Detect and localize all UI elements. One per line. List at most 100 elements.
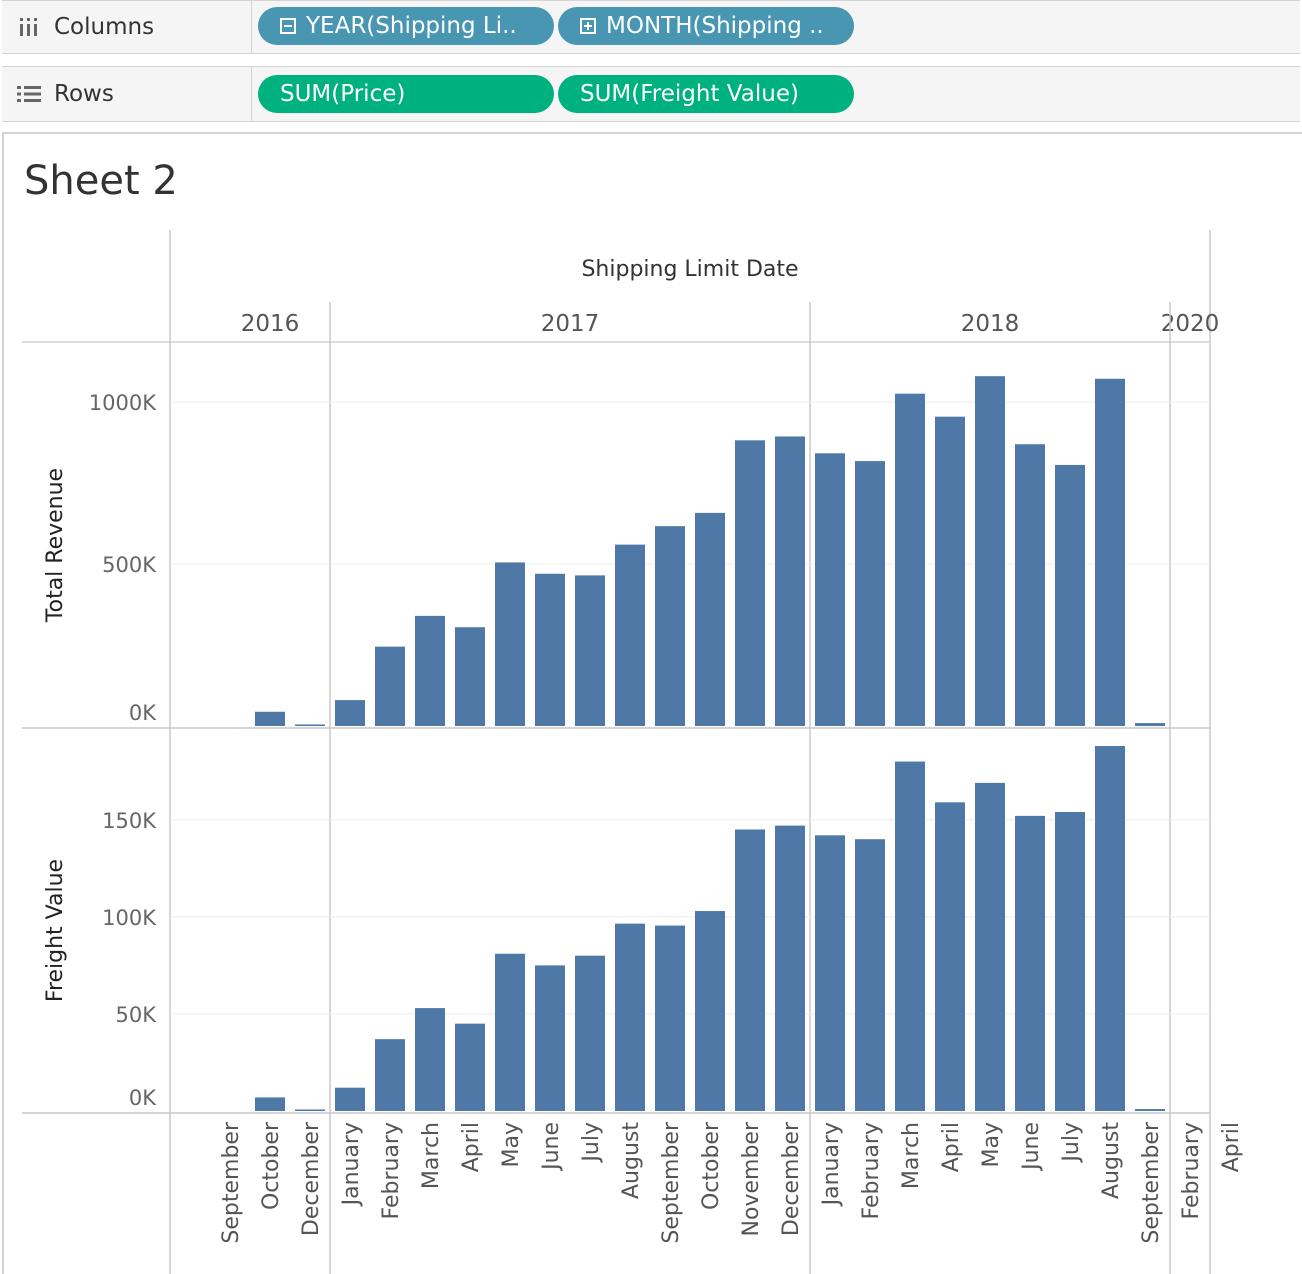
month-label: October: [259, 1121, 284, 1210]
month-shipping-pill-label: MONTH(Shipping ..: [606, 13, 824, 39]
bar-1-4: [375, 1039, 405, 1111]
month-label: February: [379, 1122, 404, 1220]
year-shipping-pill-label: YEAR(Shipping Li..: [306, 13, 517, 39]
month-label: August: [619, 1122, 644, 1199]
month-label: April: [459, 1122, 484, 1172]
sum-price-pill-label: SUM(Price): [280, 81, 406, 107]
bar-0-2: [295, 724, 325, 726]
bar-1-21: [1055, 812, 1085, 1111]
columns-shelf: Columns YEAR(Shipping Li.. MONTH(Shippin…: [2, 0, 1300, 54]
bar-1-13: [735, 829, 765, 1111]
year-label-2018: 2018: [961, 311, 1020, 337]
bar-0-7: [495, 562, 525, 726]
y-tick-label: 500K: [102, 553, 157, 577]
sum-freight-pill-label: SUM(Freight Value): [580, 81, 799, 107]
columns-shelf-label: Columns: [2, 1, 252, 53]
bar-1-7: [495, 953, 525, 1111]
bar-1-22: [1095, 746, 1125, 1111]
bar-0-10: [615, 544, 645, 726]
columns-label: Columns: [54, 14, 155, 40]
y-tick-label: 100K: [102, 906, 157, 930]
bar-0-23: [1135, 723, 1165, 726]
month-label: July: [579, 1122, 604, 1164]
month-label: February: [859, 1122, 884, 1220]
bar-1-8: [535, 965, 565, 1111]
worksheet: [2, 132, 1302, 1274]
bar-1-6: [455, 1023, 485, 1111]
month-shipping-pill[interactable]: MONTH(Shipping ..: [558, 7, 854, 45]
sheet-title: Sheet 2: [24, 158, 178, 204]
month-label: September: [1139, 1121, 1164, 1244]
bar-1-9: [575, 955, 605, 1111]
y-tick-label: 1000K: [89, 391, 157, 415]
bar-0-19: [975, 376, 1005, 726]
bar-0-8: [535, 573, 565, 726]
bar-0-11: [655, 526, 685, 726]
month-label: June: [539, 1122, 564, 1172]
bar-1-15: [815, 835, 845, 1111]
bar-1-11: [655, 925, 685, 1111]
month-label: June: [1019, 1122, 1044, 1172]
bar-0-15: [815, 453, 845, 726]
month-label: January: [819, 1122, 844, 1207]
bar-0-21: [1055, 464, 1085, 726]
bar-0-5: [415, 615, 445, 726]
bar-0-22: [1095, 378, 1125, 726]
bar-0-12: [695, 512, 725, 726]
month-label: March: [899, 1122, 924, 1189]
bar-1-16: [855, 839, 885, 1111]
month-label: February: [1179, 1122, 1204, 1220]
bar-0-17: [895, 393, 925, 726]
bar-0-3: [335, 700, 365, 726]
month-label: August: [1099, 1122, 1124, 1199]
month-label: May: [979, 1122, 1004, 1167]
bar-1-23: [1135, 1109, 1165, 1111]
bar-1-3: [335, 1087, 365, 1111]
sum-price-pill[interactable]: SUM(Price): [258, 75, 554, 113]
chart-title: Shipping Limit Date: [581, 257, 798, 282]
bar-0-14: [775, 436, 805, 726]
y-tick-label: 50K: [116, 1003, 158, 1027]
collapse-icon[interactable]: [280, 18, 296, 34]
bar-1-18: [935, 802, 965, 1111]
month-label: July: [1059, 1122, 1084, 1164]
expand-icon[interactable]: [580, 18, 596, 34]
columns-icon: [16, 14, 42, 40]
rows-icon: [16, 81, 42, 107]
y-tick-label: 0K: [129, 701, 157, 725]
y-tick-label: 150K: [102, 809, 157, 833]
rows-shelf: Rows SUM(Price) SUM(Freight Value): [2, 66, 1300, 122]
bar-0-13: [735, 440, 765, 726]
month-label: April: [939, 1122, 964, 1172]
month-label: January: [339, 1122, 364, 1207]
month-label: April: [1219, 1122, 1244, 1172]
bar-0-18: [935, 416, 965, 726]
bar-1-10: [615, 923, 645, 1111]
bar-0-9: [575, 575, 605, 726]
month-label: October: [699, 1121, 724, 1210]
month-label: September: [659, 1121, 684, 1244]
bar-1-20: [1015, 815, 1045, 1111]
bar-0-1: [255, 711, 285, 726]
bar-1-1: [255, 1097, 285, 1111]
bar-1-17: [895, 761, 925, 1111]
bar-1-2: [295, 1109, 325, 1111]
year-shipping-pill[interactable]: YEAR(Shipping Li..: [258, 7, 554, 45]
rows-label: Rows: [54, 81, 114, 107]
sum-freight-pill[interactable]: SUM(Freight Value): [558, 75, 854, 113]
bar-1-5: [415, 1008, 445, 1111]
bar-0-16: [855, 461, 885, 726]
y-axis-title: Freight Value: [43, 859, 68, 1002]
rows-shelf-label: Rows: [2, 67, 252, 121]
bar-0-6: [455, 627, 485, 726]
month-label: December: [779, 1121, 804, 1236]
month-label: December: [299, 1121, 324, 1236]
bar-0-20: [1015, 444, 1045, 726]
year-label-2016: 2016: [241, 311, 300, 337]
y-tick-label: 0K: [129, 1086, 157, 1110]
y-axis-title: Total Revenue: [43, 468, 68, 623]
bar-0-4: [375, 646, 405, 726]
bar-1-12: [695, 911, 725, 1111]
bar-1-14: [775, 825, 805, 1111]
